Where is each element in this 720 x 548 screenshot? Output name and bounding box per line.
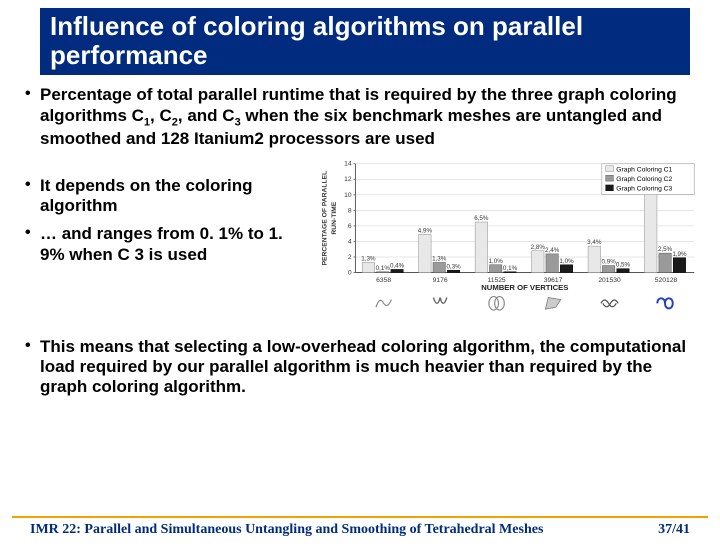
svg-text:0,1%: 0,1% [503, 264, 518, 271]
svg-text:0,1%: 0,1% [376, 264, 391, 271]
content: • Percentage of total parallel runtime t… [0, 85, 720, 398]
svg-text:39617: 39617 [544, 277, 563, 284]
svg-text:14: 14 [344, 160, 352, 167]
bullet-4-text: This means that selecting a low-overhead… [40, 337, 700, 398]
bullet-marker: • [20, 85, 40, 149]
svg-text:PERCENTAGE OF PARALLEL: PERCENTAGE OF PARALLEL [322, 170, 329, 265]
svg-text:2: 2 [348, 253, 352, 260]
footer-left: IMR 22: Parallel and Simultaneous Untang… [30, 522, 543, 538]
title-bar: Influence of coloring algorithms on para… [40, 8, 690, 75]
svg-text:0,3%: 0,3% [446, 263, 461, 270]
svg-text:11525: 11525 [487, 277, 505, 284]
svg-text:1,0%: 1,0% [559, 257, 574, 264]
svg-text:201530: 201530 [598, 277, 621, 284]
svg-text:0,4%: 0,4% [390, 262, 405, 269]
svg-text:0: 0 [348, 269, 352, 276]
bullet-1-part2: , C [150, 106, 172, 125]
svg-text:Graph Coloring C2: Graph Coloring C2 [616, 176, 672, 183]
svg-text:8: 8 [348, 207, 352, 214]
svg-text:6,5%: 6,5% [474, 215, 489, 222]
bullet-2: • It depends on the coloring algorithm [20, 176, 310, 217]
svg-text:2,5%: 2,5% [658, 246, 673, 253]
bullet-2-text: It depends on the coloring algorithm [40, 176, 310, 217]
footer: IMR 22: Parallel and Simultaneous Untang… [12, 516, 708, 538]
mid-left-bullets: • It depends on the coloring algorithm •… [20, 158, 310, 274]
svg-text:4: 4 [348, 238, 352, 245]
svg-text:520128: 520128 [655, 277, 678, 284]
bullet-marker: • [20, 337, 40, 398]
svg-text:2,4%: 2,4% [545, 247, 560, 254]
svg-text:6: 6 [348, 222, 352, 229]
svg-text:RUN-TIME: RUN-TIME [331, 201, 338, 234]
mid-row: • It depends on the coloring algorithm •… [20, 158, 700, 323]
svg-text:1,3%: 1,3% [361, 255, 376, 262]
svg-text:0,9%: 0,9% [602, 258, 617, 265]
svg-text:4,9%: 4,9% [418, 227, 433, 234]
svg-text:9176: 9176 [433, 277, 448, 284]
svg-text:3,4%: 3,4% [587, 239, 602, 246]
bullet-3: • … and ranges from 0. 1% to 1. 9% when … [20, 224, 310, 265]
bullet-4: • This means that selecting a low-overhe… [20, 337, 700, 398]
svg-text:12: 12 [344, 176, 352, 183]
svg-text:10: 10 [344, 191, 352, 198]
svg-text:6358: 6358 [376, 277, 391, 284]
bullet-marker: • [20, 224, 40, 265]
svg-text:0,5%: 0,5% [616, 261, 631, 268]
svg-text:NUMBER OF VERTICES: NUMBER OF VERTICES [481, 282, 568, 291]
svg-text:Graph Coloring C3: Graph Coloring C3 [616, 185, 672, 192]
bullet-1-part3: , and C [178, 106, 235, 125]
svg-text:2,8%: 2,8% [531, 243, 546, 250]
bullet-1: • Percentage of total parallel runtime t… [20, 85, 700, 149]
bullet-marker: • [20, 176, 40, 217]
bar-chart: 0 2 4 6 8 10 12 14 PERCENTAGE OF PARALLELRUN-TIM… [315, 158, 700, 317]
bullet-3-text: … and ranges from 0. 1% to 1. 9% when C … [40, 224, 310, 265]
svg-text:1,0%: 1,0% [489, 257, 504, 264]
svg-text:1,9%: 1,9% [672, 250, 687, 257]
svg-text:Graph Coloring C1: Graph Coloring C1 [616, 166, 672, 173]
bullet-1-text: Percentage of total parallel runtime tha… [40, 85, 700, 149]
footer-right: 37/41 [658, 522, 690, 538]
chart-container: 0 2 4 6 8 10 12 14 PERCENTAGE OF PARALLELRUN-TIM… [315, 158, 700, 323]
svg-text:1,3%: 1,3% [432, 255, 447, 262]
slide-title: Influence of coloring algorithms on para… [50, 12, 680, 69]
